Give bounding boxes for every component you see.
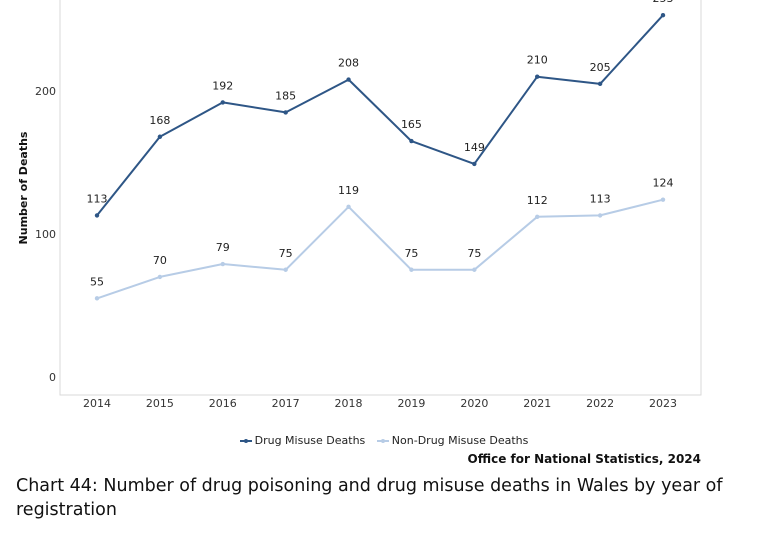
x-tick-label: 2017 <box>272 397 300 410</box>
data-point <box>157 274 163 280</box>
data-point <box>535 214 540 220</box>
data-label: 113 <box>87 192 108 205</box>
data-point <box>346 204 351 210</box>
data-point <box>283 267 288 272</box>
y-axis-title: Number of Deaths <box>17 131 30 244</box>
x-tick-label: 2018 <box>335 397 363 410</box>
data-label: 112 <box>527 194 548 207</box>
y-tick-label: 200 <box>35 85 56 98</box>
series-line-1 <box>96 198 664 300</box>
data-label: 165 <box>401 118 422 131</box>
data-label: 75 <box>467 247 481 260</box>
plot-area-border <box>59 0 702 396</box>
data-label: 210 <box>527 54 548 67</box>
data-point <box>660 13 666 18</box>
y-tick-label: 100 <box>35 228 56 241</box>
source-note: Office for National Statistics, 2024 <box>467 452 701 466</box>
data-point <box>346 77 351 82</box>
legend-item-drug-misuse: Drug Misuse Deaths <box>239 434 366 447</box>
data-point <box>472 161 477 167</box>
series-line-0 <box>96 14 664 217</box>
data-point <box>409 138 414 144</box>
data-point <box>660 197 666 202</box>
data-label: 253 <box>653 0 674 5</box>
data-label: 149 <box>464 141 485 154</box>
x-tick-label: 2023 <box>649 397 677 410</box>
data-point <box>597 81 603 87</box>
line-chart: 0 100 200 2014 2015 2016 2017 2018 2019 2020 2021… <box>17 0 702 410</box>
data-point <box>157 134 163 139</box>
x-tick-label: 2019 <box>397 397 425 410</box>
legend-label-drug-misuse: Drug Misuse Deaths <box>254 434 366 447</box>
data-label: 79 <box>216 241 230 254</box>
data-label: 192 <box>212 79 233 92</box>
legend-item-non-drug-misuse: Non-Drug Misuse Deaths <box>376 434 529 447</box>
data-label: 168 <box>149 114 170 127</box>
data-point <box>409 267 414 272</box>
legend-marker-non-drug-misuse <box>376 437 389 445</box>
x-tick-label: 2015 <box>146 397 174 410</box>
legend: Drug Misuse Deaths Non-Drug Misuse Death… <box>0 434 768 447</box>
data-label: 119 <box>338 184 359 197</box>
data-point <box>597 213 603 218</box>
x-tick-label: 2014 <box>83 397 111 410</box>
data-label: 205 <box>590 61 611 74</box>
data-point <box>220 100 225 105</box>
data-label: 124 <box>653 177 674 190</box>
legend-label-non-drug-misuse: Non-Drug Misuse Deaths <box>391 434 529 447</box>
x-tick-label: 2016 <box>209 397 237 410</box>
data-point <box>220 261 225 267</box>
data-label: 75 <box>279 247 293 260</box>
data-label: 185 <box>275 89 296 102</box>
x-tick-label: 2022 <box>586 397 614 410</box>
y-tick-label: 0 <box>49 371 56 384</box>
data-point <box>94 296 100 301</box>
x-tick-label: 2021 <box>523 397 551 410</box>
data-point <box>472 267 477 272</box>
data-point <box>535 74 540 79</box>
data-point <box>283 110 288 115</box>
data-point <box>94 213 100 218</box>
chart-caption: Chart 44: Number of drug poisoning and d… <box>16 476 723 520</box>
legend-marker-drug-misuse <box>239 437 252 445</box>
x-tick-label: 2020 <box>460 397 488 410</box>
data-label: 113 <box>590 192 611 205</box>
data-label: 70 <box>153 254 167 267</box>
data-label: 75 <box>404 247 418 260</box>
data-label: 208 <box>338 57 359 70</box>
data-label: 55 <box>90 275 104 288</box>
